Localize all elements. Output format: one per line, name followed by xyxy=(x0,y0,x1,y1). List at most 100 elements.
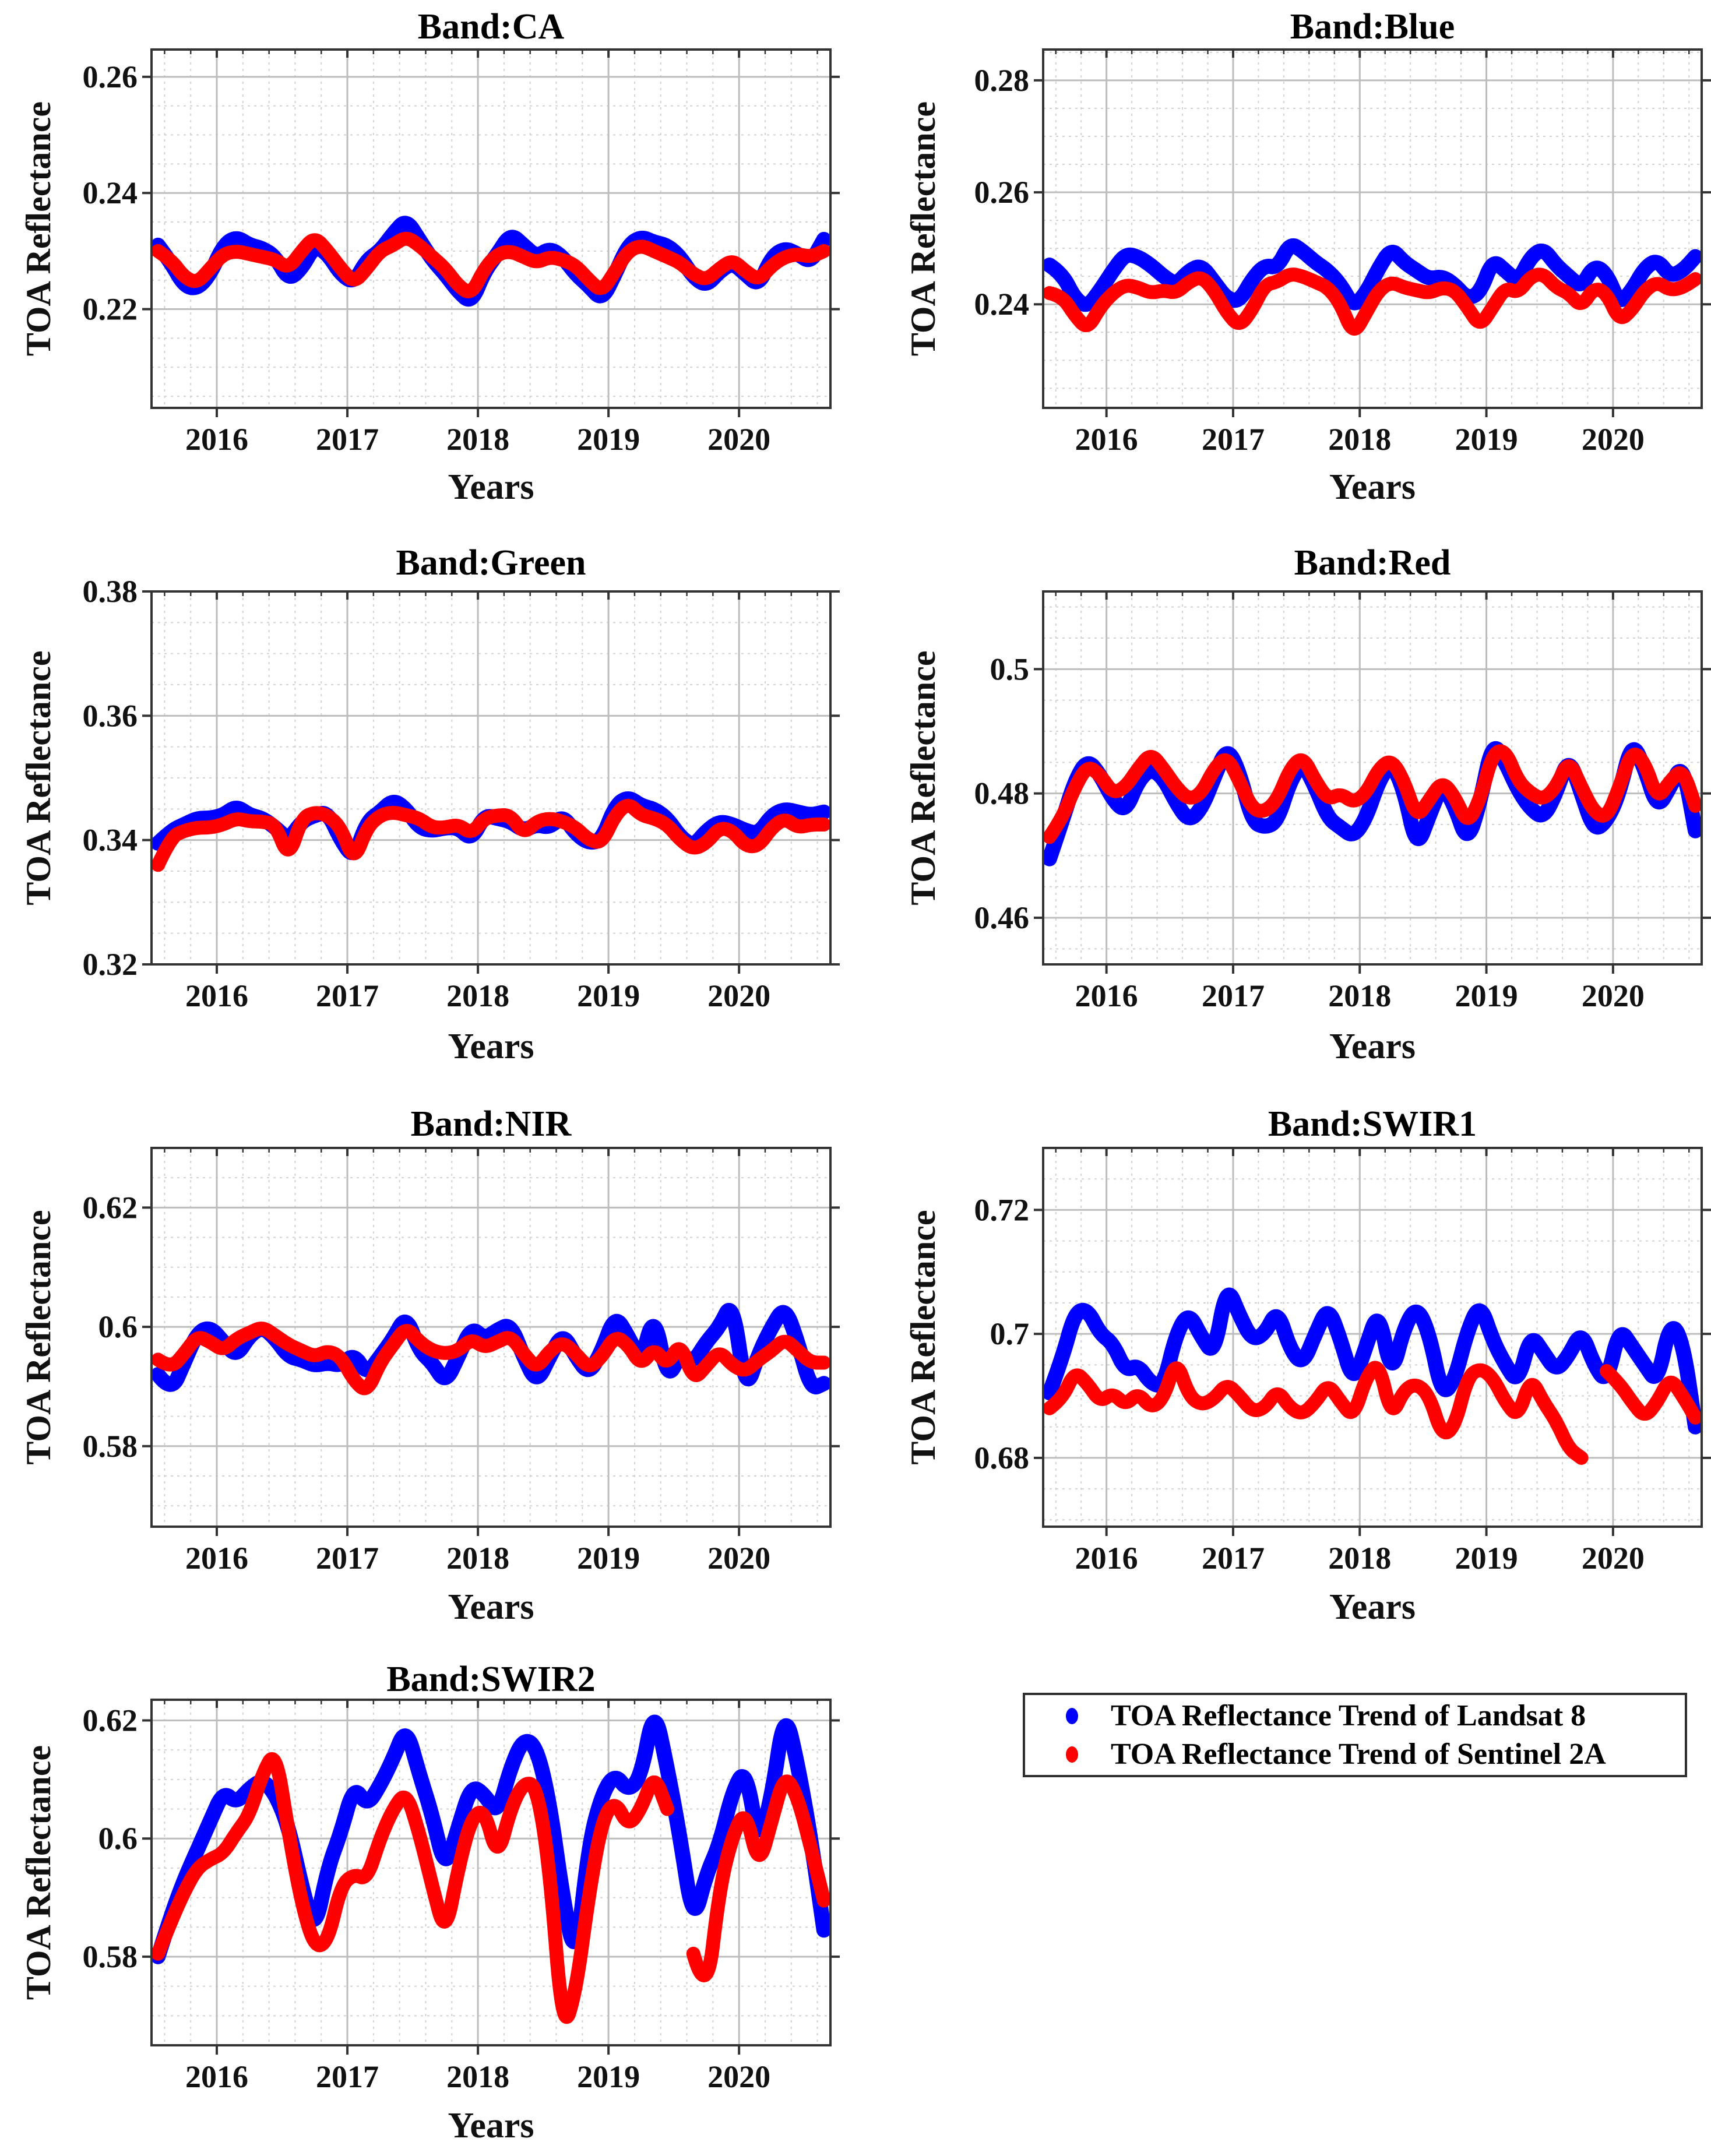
x-axis-label-green: Years xyxy=(448,1027,534,1066)
series-sentinel2a-ca xyxy=(151,231,831,298)
y-axis-label-swir2: TOA Reflectance xyxy=(19,1745,58,2000)
minor-grid xyxy=(152,1148,830,1527)
svg-text:2016: 2016 xyxy=(185,1541,248,1576)
chart-title-ca: Band:CA xyxy=(417,7,565,47)
series-sentinel2a-green xyxy=(151,799,831,872)
svg-text:2019: 2019 xyxy=(1455,1541,1518,1576)
svg-text:2019: 2019 xyxy=(577,978,640,1013)
svg-text:2018: 2018 xyxy=(446,978,509,1013)
legend-item-sentinel2a: TOA Reflectance Trend of Sentinel 2A xyxy=(1066,1737,1685,1772)
ticks-swir1 xyxy=(1034,1148,1711,1536)
legend-label-landsat8: TOA Reflectance Trend of Landsat 8 xyxy=(1111,1699,1586,1732)
svg-text:2017: 2017 xyxy=(1202,1541,1265,1576)
plot-blue: 2016 2017 2018 2019 2020 0.24 0.26 0.28 xyxy=(974,48,1711,457)
legend-marker-landsat8-icon xyxy=(1066,1707,1078,1724)
svg-text:2018: 2018 xyxy=(1328,422,1391,457)
svg-text:0.62: 0.62 xyxy=(83,1703,138,1738)
plot-red: 2016 2017 2018 2019 2020 0.46 0.48 0.5 xyxy=(974,590,1711,1013)
ticks-ca xyxy=(142,50,840,417)
svg-text:0.48: 0.48 xyxy=(974,776,1030,811)
svg-text:0.28: 0.28 xyxy=(974,63,1030,98)
x-axis-label-nir: Years xyxy=(448,1587,534,1627)
major-grid xyxy=(1043,50,1702,408)
plot-box-blue xyxy=(1042,48,1703,409)
chart-title-nir: Band:NIR xyxy=(410,1104,572,1144)
plot-box-nir xyxy=(150,1147,832,1528)
x-axis-label-ca: Years xyxy=(448,467,534,507)
svg-text:2017: 2017 xyxy=(1202,978,1265,1013)
svg-text:0.24: 0.24 xyxy=(974,287,1030,322)
y-axis-label-nir: TOA Reflectance xyxy=(19,1210,58,1465)
svg-text:2017: 2017 xyxy=(1202,422,1265,457)
svg-text:0.7: 0.7 xyxy=(990,1316,1030,1351)
tick-labels-swir1: 2016 2017 2018 2019 2020 0.68 0.7 0.72 xyxy=(974,1192,1645,1576)
plot-green: 2016 2017 2018 2019 2020 0.32 0.34 0.36 0.38 xyxy=(83,574,840,1013)
svg-text:2018: 2018 xyxy=(446,1541,509,1576)
series-sentinel2a-red xyxy=(1042,744,1703,844)
chart-title-swir2: Band:SWIR2 xyxy=(386,1660,596,1699)
series-landsat8-blue xyxy=(1041,238,1703,312)
svg-text:0.24: 0.24 xyxy=(83,175,138,210)
ticks-green xyxy=(142,590,840,974)
legend: TOA Reflectance Trend of Landsat 8 TOA R… xyxy=(1023,1693,1687,1777)
series-landsat8-swir1 xyxy=(1041,1287,1703,1435)
svg-text:2018: 2018 xyxy=(1328,978,1391,1013)
legend-marker-sentinel2a-icon xyxy=(1066,1746,1078,1763)
plot-swir2: 2016 2017 2018 2019 2020 0.58 0.6 0.62 xyxy=(83,1699,840,2094)
y-axis-label-green: TOA Reflectance xyxy=(19,650,58,906)
svg-text:0.58: 0.58 xyxy=(83,1939,138,1974)
series-sentinel2a-swir1 xyxy=(1042,1361,1703,1465)
tick-labels-swir2: 2016 2017 2018 2019 2020 0.58 0.6 0.62 xyxy=(83,1703,771,2094)
minor-grid xyxy=(1043,1148,1702,1527)
svg-text:2019: 2019 xyxy=(1455,978,1518,1013)
major-grid xyxy=(152,50,830,408)
minor-grid xyxy=(152,50,830,408)
chart-title-blue: Band:Blue xyxy=(1290,7,1455,47)
svg-text:2018: 2018 xyxy=(446,422,509,457)
svg-text:2020: 2020 xyxy=(707,2059,770,2094)
svg-text:0.5: 0.5 xyxy=(990,651,1030,686)
x-axis-label-swir2: Years xyxy=(448,2106,534,2146)
series-sentinel2a-blue xyxy=(1042,267,1703,336)
svg-text:2016: 2016 xyxy=(185,2059,248,2094)
svg-text:2020: 2020 xyxy=(1582,978,1645,1013)
svg-text:2017: 2017 xyxy=(316,422,379,457)
tick-labels-red: 2016 2017 2018 2019 2020 0.46 0.48 0.5 xyxy=(974,651,1645,1013)
svg-text:2020: 2020 xyxy=(1582,422,1645,457)
svg-text:0.6: 0.6 xyxy=(98,1309,138,1344)
svg-text:2018: 2018 xyxy=(1328,1541,1391,1576)
tick-labels-blue: 2016 2017 2018 2019 2020 0.24 0.26 0.28 xyxy=(974,63,1645,457)
ticks-swir2 xyxy=(142,1700,840,2055)
svg-text:2020: 2020 xyxy=(707,1541,770,1576)
ticks-blue xyxy=(1034,50,1711,417)
ticks-red xyxy=(1034,591,1711,974)
svg-text:0.58: 0.58 xyxy=(83,1429,138,1464)
chart-title-green: Band:Green xyxy=(396,543,586,583)
ticks-nir xyxy=(142,1148,840,1536)
plot-swir1: 2016 2017 2018 2019 2020 0.68 0.7 0.72 xyxy=(974,1147,1711,1576)
svg-text:2019: 2019 xyxy=(577,2059,640,2094)
svg-text:0.22: 0.22 xyxy=(83,292,138,327)
x-axis-label-blue: Years xyxy=(1329,467,1416,507)
svg-text:2019: 2019 xyxy=(577,422,640,457)
svg-text:2016: 2016 xyxy=(1075,422,1138,457)
y-axis-label-blue: TOA Reflectance xyxy=(904,101,942,357)
chart-title-swir1: Band:SWIR1 xyxy=(1268,1104,1477,1144)
svg-text:2017: 2017 xyxy=(316,1541,379,1576)
svg-text:2020: 2020 xyxy=(707,978,770,1013)
svg-text:0.26: 0.26 xyxy=(83,59,138,94)
minor-grid xyxy=(1043,50,1702,408)
plot-box-ca xyxy=(150,48,832,409)
svg-text:2017: 2017 xyxy=(316,2059,379,2094)
svg-text:2018: 2018 xyxy=(446,2059,509,2094)
svg-text:2016: 2016 xyxy=(185,422,248,457)
svg-text:0.32: 0.32 xyxy=(83,947,138,982)
plot-box-green xyxy=(150,590,832,966)
svg-text:0.38: 0.38 xyxy=(83,574,138,609)
svg-text:0.68: 0.68 xyxy=(974,1440,1030,1475)
minor-grid xyxy=(152,591,830,964)
tick-labels-green: 2016 2017 2018 2019 2020 0.32 0.34 0.36 0.38 xyxy=(83,574,771,1013)
svg-text:0.6: 0.6 xyxy=(98,1821,138,1856)
